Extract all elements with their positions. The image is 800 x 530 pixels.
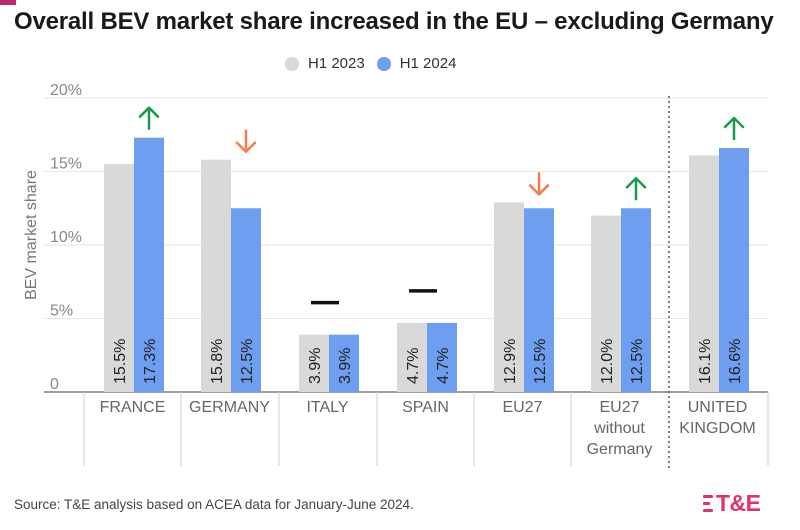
up-arrow-icon [138, 106, 160, 130]
category-label: KINGDOM [679, 420, 755, 437]
legend-swatch-gray [285, 56, 299, 71]
bar-value-label: 15.8% [209, 339, 226, 384]
bar-value-label: 4.7% [435, 348, 452, 384]
bar-value-label: 3.9% [307, 348, 324, 384]
bar-value-label: 12.5% [532, 339, 549, 384]
legend-item-h1-2023: H1 2023 [285, 55, 365, 72]
brand-corner-tab [0, 0, 16, 5]
bar-value-label: 17.3% [142, 339, 159, 384]
category-label: UNITED [688, 399, 748, 416]
up-arrow-icon [723, 116, 745, 140]
te-logo: T&E [703, 490, 761, 517]
bar-value-label: 16.1% [697, 339, 714, 384]
bar-h1-2024 [134, 137, 164, 392]
legend-swatch-blue [376, 56, 391, 71]
bar-h1-2023 [201, 159, 231, 392]
bar-h1-2023 [689, 155, 719, 392]
bar-value-label: 4.7% [405, 348, 422, 384]
y-axis-label: BEV market share [23, 170, 40, 300]
category-label: GERMANY [189, 399, 270, 416]
logo-stripes-icon [703, 493, 713, 514]
category-label: without [593, 420, 645, 437]
bar-h1-2023 [397, 322, 427, 392]
bar-value-label: 3.9% [337, 348, 354, 384]
down-arrow-icon [235, 129, 257, 153]
category-label: EU27 [502, 399, 542, 416]
legend-item-h1-2024: H1 2024 [376, 55, 457, 72]
y-tick-label: 20% [50, 82, 82, 99]
bar-h1-2024 [329, 334, 359, 392]
chart-title: Overall BEV market share increased in th… [14, 8, 774, 35]
source-note: Source: T&E analysis based on ACEA data … [14, 497, 414, 512]
logo-text: T&E [716, 490, 761, 516]
bar-h1-2024 [231, 208, 261, 392]
up-arrow-icon [625, 177, 647, 201]
legend-label: H1 2024 [399, 55, 457, 72]
bar-value-label: 12.9% [502, 339, 519, 384]
y-tick-label: 10% [50, 229, 82, 246]
bar-h1-2024 [524, 208, 554, 392]
category-label: SPAIN [402, 399, 449, 416]
bar-value-label: 16.6% [727, 339, 744, 384]
bar-value-label: 12.0% [599, 339, 616, 384]
category-label: EU27 [599, 399, 639, 416]
category-label: FRANCE [100, 399, 166, 416]
bar-h1-2024 [427, 322, 457, 392]
y-tick-label: 5% [50, 303, 73, 320]
bar-h1-2023 [494, 202, 524, 392]
bar-value-label: 15.5% [112, 339, 129, 384]
bar-h1-2024 [719, 147, 749, 392]
bar-h1-2023 [591, 215, 621, 392]
bar-value-label: 12.5% [629, 339, 646, 384]
y-tick-label: 0 [50, 376, 59, 393]
category-label: Germany [587, 441, 653, 458]
category-label: ITALY [306, 399, 348, 416]
bar-value-label: 12.5% [239, 339, 256, 384]
bar-h1-2023 [299, 334, 329, 392]
y-tick-label: 15% [50, 156, 82, 173]
down-arrow-icon [528, 172, 550, 196]
bar-h1-2024 [621, 208, 651, 392]
bar-h1-2023 [104, 164, 134, 392]
legend-label: H1 2023 [308, 55, 365, 72]
legend: H1 2023 H1 2024 [285, 55, 468, 72]
